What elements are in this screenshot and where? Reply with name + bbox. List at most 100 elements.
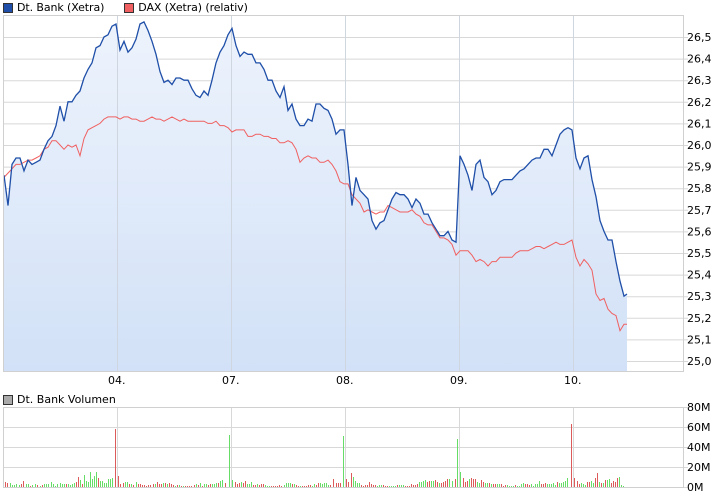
volume-bar <box>385 486 386 487</box>
volume-bar <box>210 484 211 487</box>
volume-bar <box>104 483 105 487</box>
volume-bar <box>525 484 526 487</box>
volume-bar <box>413 485 414 487</box>
volume-bar <box>64 484 65 487</box>
volume-bar <box>35 484 36 487</box>
volume-bar <box>239 483 240 487</box>
volume-bar <box>485 483 486 487</box>
legend-label-dt-bank: Dt. Bank (Xetra) <box>17 1 105 14</box>
volume-bar <box>425 480 426 487</box>
volume-bar <box>265 485 266 487</box>
volume-bar <box>316 485 317 487</box>
volume-bar <box>493 484 494 487</box>
volume-bar <box>23 481 24 487</box>
volume-bar <box>284 485 285 487</box>
y-tick-label: 40M <box>687 441 711 454</box>
volume-bar <box>275 486 276 487</box>
volume-bar <box>157 482 158 487</box>
volume-bar <box>343 436 344 487</box>
y-tick-label: 25,5 <box>687 247 712 260</box>
legend-item-dt-bank[interactable]: Dt. Bank (Xetra) <box>3 1 104 14</box>
volume-bar <box>479 483 480 487</box>
x-tick-label: 08. <box>336 374 354 387</box>
volume-bar <box>551 484 552 487</box>
volume-bar <box>123 483 124 487</box>
volume-bar <box>447 479 448 487</box>
volume-bar <box>60 483 61 487</box>
volume-bar <box>449 479 450 487</box>
volume-bar <box>84 475 85 487</box>
volume-bar <box>589 482 590 487</box>
volume-bar <box>399 485 400 487</box>
volume-legend[interactable]: Dt. Bank Volumen <box>3 393 116 406</box>
volume-bar <box>165 483 166 487</box>
legend-item-dax[interactable]: DAX (Xetra) (relativ) <box>124 1 248 14</box>
y-tick-label: 25,8 <box>687 182 712 195</box>
volume-bar <box>55 486 56 487</box>
volume-bar <box>553 483 554 487</box>
x-tick-label: 04. <box>108 374 126 387</box>
volume-bar <box>431 481 432 487</box>
volume-bar <box>267 486 268 487</box>
volume-bar <box>336 483 337 487</box>
volume-bar <box>346 479 347 487</box>
volume-bar <box>146 486 147 487</box>
volume-bar <box>44 484 45 487</box>
volume-bar <box>171 484 172 487</box>
volume-bar <box>80 480 81 487</box>
volume-bar <box>191 486 192 487</box>
volume-bar <box>140 484 141 487</box>
volume-bar <box>133 485 134 487</box>
volume-bar <box>561 483 562 487</box>
volume-bar <box>415 485 416 487</box>
volume-bar <box>599 482 600 487</box>
volume-bar <box>574 478 575 487</box>
volume-bar <box>294 484 295 487</box>
volume-bar <box>507 485 508 487</box>
volume-bar <box>621 485 622 487</box>
price-x-axis: 04. 07. 08. 09. 10. <box>108 374 582 387</box>
volume-bar <box>393 486 394 487</box>
volume-bar <box>100 481 101 487</box>
y-tick-label: 25,3 <box>687 290 712 303</box>
volume-bar <box>298 486 299 487</box>
volume-bar <box>208 485 209 487</box>
volume-bar <box>591 481 592 487</box>
volume-bar <box>271 486 272 487</box>
volume-bar <box>439 483 440 487</box>
volume-bar <box>519 486 520 487</box>
volume-bar <box>167 484 168 487</box>
volume-bar <box>106 483 107 487</box>
volume-bar <box>12 485 13 487</box>
volume-bar <box>150 485 151 487</box>
volume-bar <box>92 479 93 487</box>
volume-bar <box>148 485 149 487</box>
volume-bar <box>521 484 522 487</box>
volume-bar <box>353 477 354 487</box>
volume-bar <box>409 486 410 487</box>
volume-bar <box>452 481 453 487</box>
volume-bar <box>429 481 430 487</box>
volume-y-axis: 80M 60M 40M 20M 0M <box>687 401 711 494</box>
volume-bar <box>328 485 329 487</box>
y-tick-label: 26,2 <box>687 96 712 109</box>
volume-bar <box>389 486 390 487</box>
volume-bar <box>62 484 63 487</box>
price-chart-vertical-grid <box>117 16 574 372</box>
volume-bar <box>593 483 594 487</box>
volume-bar <box>617 478 618 487</box>
volume-bar <box>601 483 602 487</box>
volume-bar <box>473 479 474 487</box>
volume-bar <box>237 484 238 487</box>
volume-bar <box>142 485 143 487</box>
volume-bar <box>433 481 434 487</box>
volume-bar <box>597 473 598 487</box>
volume-bar <box>78 477 79 487</box>
volume-bar <box>218 483 219 487</box>
volume-bar <box>565 481 566 487</box>
volume-bar <box>261 484 262 487</box>
volume-bar <box>359 483 360 487</box>
volume-bar <box>19 485 20 487</box>
volume-bar <box>96 472 97 487</box>
